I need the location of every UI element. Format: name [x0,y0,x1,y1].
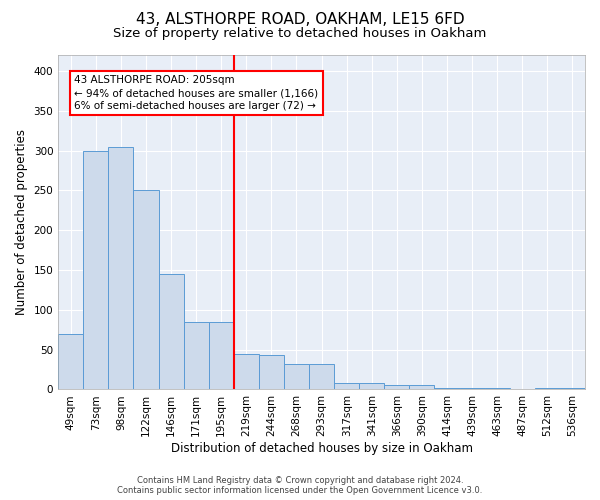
X-axis label: Distribution of detached houses by size in Oakham: Distribution of detached houses by size … [170,442,473,455]
Bar [259,355,284,390]
Bar [560,388,585,390]
Bar [284,364,309,390]
Bar [234,354,259,390]
Bar [409,386,434,390]
Text: 43, ALSTHORPE ROAD, OAKHAM, LE15 6FD: 43, ALSTHORPE ROAD, OAKHAM, LE15 6FD [136,12,464,28]
Bar [58,334,83,390]
Text: Size of property relative to detached houses in Oakham: Size of property relative to detached ho… [113,28,487,40]
Bar [309,364,334,390]
Bar [485,388,510,390]
Bar [359,383,385,390]
Bar [133,190,158,390]
Text: 43 ALSTHORPE ROAD: 205sqm
← 94% of detached houses are smaller (1,166)
6% of sem: 43 ALSTHORPE ROAD: 205sqm ← 94% of detac… [74,75,319,112]
Y-axis label: Number of detached properties: Number of detached properties [15,129,28,315]
Bar [385,386,409,390]
Bar [109,146,133,390]
Bar [535,388,560,390]
Bar [158,274,184,390]
Bar [209,322,234,390]
Bar [460,388,485,390]
Bar [83,150,109,390]
Bar [184,322,209,390]
Bar [334,383,359,390]
Text: Contains HM Land Registry data © Crown copyright and database right 2024.
Contai: Contains HM Land Registry data © Crown c… [118,476,482,495]
Bar [434,388,460,390]
